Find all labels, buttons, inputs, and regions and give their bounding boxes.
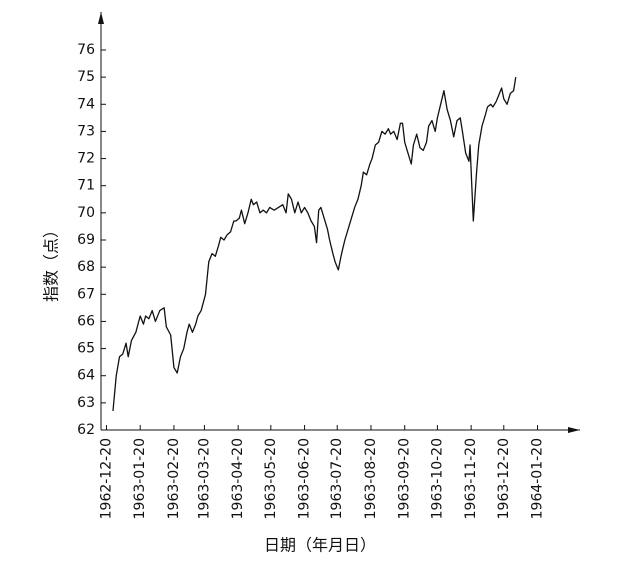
x-tick-label: 1963-09-20 bbox=[397, 438, 413, 519]
x-tick-label: 1963-08-20 bbox=[363, 438, 379, 519]
y-tick-label: 75 bbox=[77, 69, 95, 85]
y-tick-label: 70 bbox=[77, 205, 95, 221]
y-tick-label: 63 bbox=[77, 395, 95, 411]
y-tick-label: 74 bbox=[77, 96, 95, 112]
y-tick-label: 73 bbox=[77, 123, 95, 139]
x-tick-label: 1963-04-20 bbox=[230, 438, 246, 519]
x-tick-label: 1962-12-20 bbox=[98, 438, 114, 519]
x-tick-label: 1963-01-20 bbox=[132, 438, 148, 519]
y-axis-label: 指数（点） bbox=[42, 222, 61, 302]
x-tick-label: 1963-11-20 bbox=[463, 438, 479, 519]
x-tick-label: 1963-05-20 bbox=[263, 438, 279, 519]
y-tick-label: 65 bbox=[77, 341, 95, 357]
y-axis-arrow bbox=[98, 12, 104, 24]
x-axis-label: 日期（年月日） bbox=[264, 536, 376, 555]
y-tick-label: 69 bbox=[77, 232, 95, 248]
x-tick-label: 1963-02-20 bbox=[166, 438, 182, 519]
y-tick-label: 68 bbox=[77, 259, 95, 275]
x-tick-label: 1963-12-20 bbox=[496, 438, 512, 519]
y-tick-label: 64 bbox=[77, 368, 95, 384]
y-tick-label: 67 bbox=[77, 286, 95, 302]
y-tick-label: 71 bbox=[77, 178, 95, 194]
y-tick-label: 62 bbox=[77, 422, 95, 438]
x-tick-label: 1963-10-20 bbox=[429, 438, 445, 519]
y-tick-label: 66 bbox=[77, 313, 95, 329]
x-tick-label: 1963-07-20 bbox=[329, 438, 345, 519]
x-tick-label: 1963-06-20 bbox=[297, 438, 313, 519]
x-tick-label: 1964-01-20 bbox=[530, 438, 546, 519]
y-tick-label: 76 bbox=[77, 42, 95, 58]
x-tick-label: 1963-03-20 bbox=[196, 438, 212, 519]
y-tick-label: 72 bbox=[77, 151, 95, 167]
line bbox=[112, 77, 517, 412]
x-axis-arrow bbox=[568, 427, 580, 433]
